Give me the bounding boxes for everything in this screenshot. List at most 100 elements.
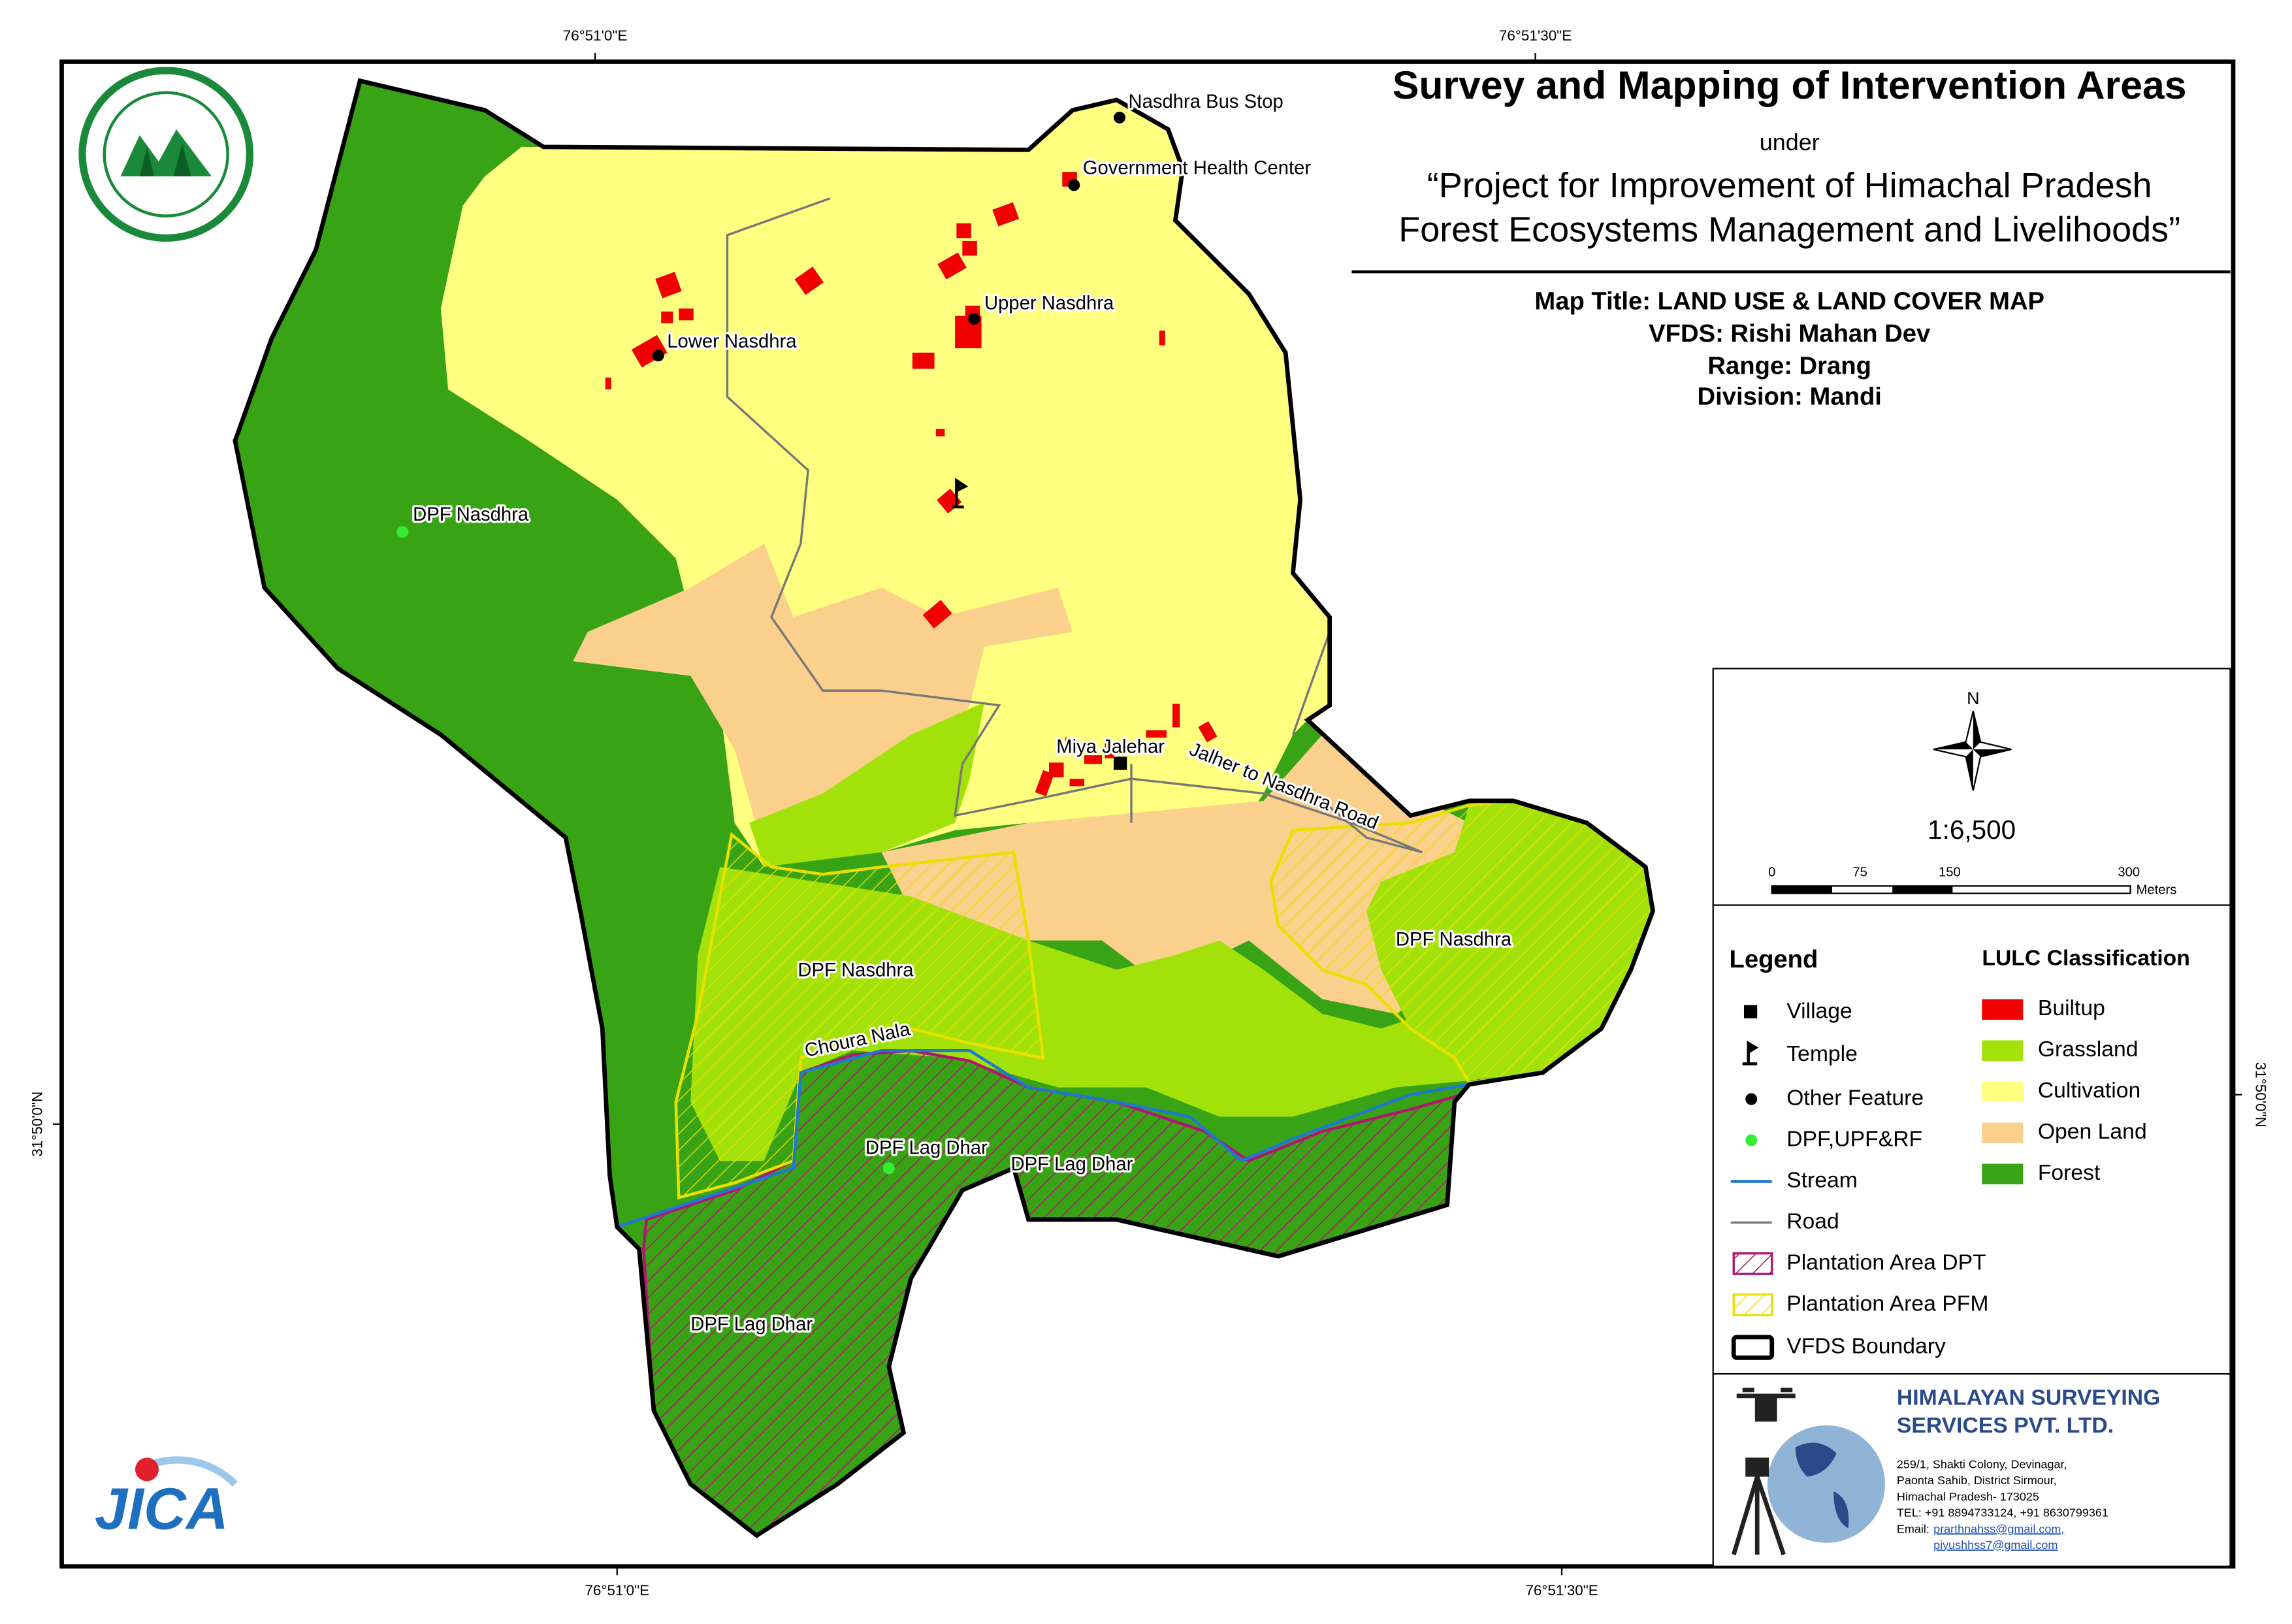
area-label: DPF Lag Dhar <box>690 1314 813 1335</box>
title-block: Survey and Mapping of Intervention Areas… <box>1348 63 2231 411</box>
scale-tick: 150 <box>1939 865 1961 879</box>
stream <box>617 1049 1470 1229</box>
road <box>1130 631 1331 823</box>
jica-logo: JICA <box>95 1456 238 1542</box>
graticule-tick <box>53 52 2242 1576</box>
legend-label: Temple <box>1786 1041 1858 1066</box>
legend-label: Stream <box>1786 1167 1858 1192</box>
map-info: Map Title: LAND USE & LAND COVER MAP <box>1534 287 2044 315</box>
place-label: Lower Nasdhra <box>667 331 797 352</box>
address-line: 259/1, Shakti Colony, Devinagar, <box>1897 1457 2067 1470</box>
scale-tick: 300 <box>2118 865 2140 879</box>
legend-symbol <box>1742 1041 1759 1065</box>
jica-text: JICA <box>95 1477 229 1542</box>
builtup <box>605 172 1218 796</box>
scale-unit: Meters <box>2137 883 2177 897</box>
scale-bar <box>1771 886 1832 894</box>
place-label: Nasdhra Bus Stop <box>1129 91 1283 112</box>
lulc-swatch <box>1982 1163 2024 1184</box>
grassland <box>749 702 985 868</box>
graticule: 76°51'0"E 76°51'30"E 76°51'0"E 76°51'30"… <box>29 27 2268 1599</box>
plantation-pfm <box>674 832 1045 1200</box>
lulc-label: Open Land <box>2038 1119 2147 1144</box>
address-line: Paonta Sahib, District Sirmour, <box>1897 1474 2057 1487</box>
title: Survey and Mapping of Intervention Areas <box>1393 63 2187 107</box>
scale-tick: 0 <box>1768 865 1775 879</box>
north-arrow <box>1933 711 2012 791</box>
company-address: 259/1, Shakti Colony, Devinagar, Paonta … <box>1897 1457 2108 1551</box>
place-label: DPF Nasdhra <box>413 504 529 525</box>
place-label: Upper Nasdhra <box>984 293 1114 314</box>
legend-symbol <box>1745 1093 1758 1105</box>
area-label: DPF Nasdhra <box>1396 929 1512 950</box>
forest-logo <box>78 67 254 242</box>
north-scale-panel: N 1:6,500 0 75 150 300 Meters <box>1712 668 2231 906</box>
legend-label: Road <box>1786 1209 1839 1233</box>
other-feature <box>652 349 664 362</box>
village <box>1114 756 1127 770</box>
lulc-label: Forest <box>2038 1160 2101 1185</box>
lulc-swatch <box>1982 1040 2024 1062</box>
logo-dot <box>135 1457 159 1482</box>
globe-logo <box>1795 1442 1849 1529</box>
lulc-labels: Builtup Grassland Cultivation Open Land … <box>2038 996 2147 1185</box>
tripod <box>1745 1457 1769 1477</box>
lulc-swatch <box>1982 1122 2024 1143</box>
temple <box>952 478 969 509</box>
legend-labels: Village Temple Other Feature DPF,UPF&RF … <box>1786 999 1988 1359</box>
panel <box>1712 904 2231 1375</box>
legend-label: Plantation Area PFM <box>1786 1291 1988 1316</box>
scale-tick: 75 <box>1852 865 1867 879</box>
company-name: SERVICES PVT. LTD. <box>1897 1413 2114 1438</box>
email-label: Email: <box>1897 1522 1929 1535</box>
project-title: “Project for Improvement of Himachal Pra… <box>1427 166 2152 205</box>
coordinate-label: 31°50'0"N <box>2253 1062 2269 1128</box>
legend: Legend Village Temple Other Feature DPF,… <box>1712 904 2231 1375</box>
legend-label: VFDS Boundary <box>1786 1334 1946 1359</box>
area-label: DPF Lag Dhar <box>1011 1154 1133 1175</box>
road <box>726 197 1423 854</box>
place-label: Miya Jalehar <box>1056 737 1165 758</box>
lulc-title: LULC Classification <box>1982 946 2190 971</box>
company-name: HIMALAYAN SURVEYING <box>1897 1385 2160 1410</box>
legend-symbol <box>1743 1005 1758 1018</box>
map-info: Division: Mandi <box>1697 383 1881 411</box>
coordinate-label: 76°51'0"E <box>585 1582 649 1599</box>
tripod <box>1731 1476 1786 1555</box>
legend-title: Legend <box>1729 945 1818 973</box>
scale-ticks: 0 75 150 300 <box>1768 865 2140 879</box>
point-features <box>396 111 1127 1175</box>
other-feature <box>1114 111 1126 123</box>
company-panel: HIMALAYAN SURVEYING SERVICES PVT. LTD. 2… <box>1712 1372 2231 1567</box>
other-feature <box>968 313 980 325</box>
legend-symbol <box>1732 1252 1773 1275</box>
dpf-point <box>882 1162 895 1175</box>
coordinate-label: 76°51'30"E <box>1499 27 1572 44</box>
legend-symbol <box>1745 1134 1758 1146</box>
lulc-label: Cultivation <box>2038 1078 2140 1103</box>
map-labels: Nasdhra Bus Stop Government Health Cente… <box>411 89 1514 1337</box>
open-land <box>573 544 1073 853</box>
legend-label: Other Feature <box>1786 1085 1924 1110</box>
lulc-label: Grassland <box>2038 1037 2139 1062</box>
vfds-boundary <box>233 78 1655 1538</box>
legend-label: Plantation Area DPT <box>1786 1250 1986 1275</box>
globe-logo <box>1767 1425 1885 1543</box>
other-feature <box>1068 179 1080 191</box>
title-background <box>1348 64 2231 272</box>
area-label: DPF Lag Dhar <box>865 1138 988 1159</box>
north-label: N <box>1967 689 1980 708</box>
map-frame <box>59 59 2236 1569</box>
place-label: Government Health Center <box>1083 157 1312 178</box>
area-label: DPF Nasdhra <box>798 960 914 981</box>
email: prarthnahss@gmail.com, <box>1933 1522 2064 1535</box>
address-line: Himachal Pradesh- 173025 <box>1897 1490 2039 1503</box>
scale-bar <box>1892 886 1953 894</box>
scale-ratio: 1:6,500 <box>1928 815 2016 845</box>
lulc-label: Builtup <box>2038 996 2105 1020</box>
coordinate-label: 76°51'0"E <box>563 27 628 44</box>
logo-trees <box>139 144 191 176</box>
coordinate-label: 31°50'0"N <box>29 1092 45 1157</box>
